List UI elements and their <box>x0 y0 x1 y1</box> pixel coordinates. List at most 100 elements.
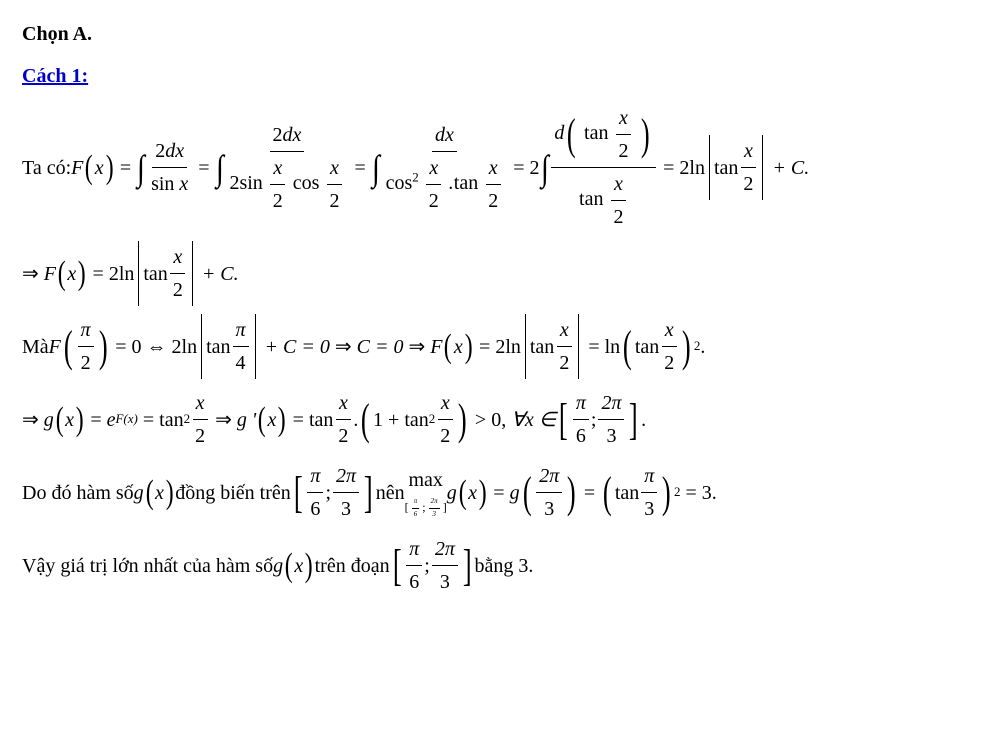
func-F: F <box>49 331 61 363</box>
num-2: 2 <box>530 152 540 184</box>
two-pi: 2π <box>333 460 359 493</box>
eq-sign: = <box>588 331 599 363</box>
var-x: x <box>267 404 276 436</box>
num-x: x <box>438 387 453 420</box>
semi: ; <box>422 500 425 514</box>
text-bang3: bằng 3. <box>475 550 534 582</box>
den-6: 6 <box>406 566 422 598</box>
pi: π <box>641 460 657 493</box>
tan: tan <box>714 152 738 184</box>
den-6: 6 <box>573 420 589 452</box>
text-vay: Vậy giá trị lớn nhất của hàm số <box>22 550 273 582</box>
sin: sin <box>151 173 174 195</box>
two-pi: 2π <box>432 533 458 566</box>
integral-icon: ∫ <box>137 150 145 186</box>
text-dongbien: đồng biến trên <box>175 477 291 509</box>
num-2: 2 <box>495 331 505 363</box>
integral-icon: ∫ <box>216 150 224 186</box>
eq-three: = 3. <box>685 477 716 509</box>
equation-line-4: ⇒ g (x) = eF(x) = tan2 x2 ⇒ g ' (x) = ta… <box>22 387 969 452</box>
tan: tan <box>159 404 183 436</box>
ln: ln <box>505 331 521 363</box>
var-x: x <box>468 477 477 509</box>
equation-line-5: Do đó hàm số g (x) đồng biến trên [ π6 ;… <box>22 460 969 525</box>
two-pi: 2π <box>598 387 624 420</box>
den-3: 3 <box>338 493 354 525</box>
den-3: 3 <box>430 509 438 521</box>
num-x: x <box>170 241 185 274</box>
plus-c: + C. <box>202 258 239 290</box>
den-2: 2 <box>485 185 501 217</box>
eq-sign: = <box>90 404 101 436</box>
num-x: x <box>327 152 342 185</box>
den-2: 2 <box>426 185 442 217</box>
implies-icon: ⇒ <box>215 404 232 436</box>
sin: sin <box>239 172 262 194</box>
num-x: x <box>557 314 572 347</box>
den-3: 3 <box>603 420 619 452</box>
tan: tan <box>635 331 659 363</box>
plus-c: + C. <box>772 152 809 184</box>
g-prime: g ' <box>237 404 256 436</box>
text-trendoan: trên đoạn <box>315 550 390 582</box>
text-dodo: Do đó hàm số <box>22 477 134 509</box>
var-x: x <box>294 550 303 582</box>
exp-Fx: F(x) <box>115 409 137 430</box>
num-2: 2 <box>679 152 689 184</box>
ln: ln <box>119 258 135 290</box>
plus-c-eq: + C = 0 <box>265 331 330 363</box>
eq-sign: = <box>293 404 304 436</box>
num-x: x <box>611 168 626 201</box>
func-g: g <box>447 477 457 509</box>
den-2: 2 <box>437 420 453 452</box>
eq-sign: = <box>120 152 131 184</box>
pi: π <box>78 314 94 347</box>
den-2: 2 <box>610 201 626 233</box>
period: . <box>641 404 646 436</box>
tan: tan <box>454 172 478 194</box>
dot: . <box>353 404 358 436</box>
den-2: 2 <box>615 135 631 167</box>
ln: ln <box>689 152 705 184</box>
pi: π <box>573 387 589 420</box>
den-2: 2 <box>335 420 351 452</box>
var-x: x <box>454 331 463 363</box>
tan: tan <box>579 188 603 210</box>
num-2: 2 <box>109 258 119 290</box>
iff-icon: ⇔ <box>147 331 167 363</box>
num-2: 2 <box>155 140 165 162</box>
sq: 2 <box>412 169 419 184</box>
den-3: 3 <box>541 493 557 525</box>
eq-sign: = <box>584 477 595 509</box>
eq-sign: = <box>479 331 490 363</box>
tan: tan <box>615 477 639 509</box>
implies-icon: ⇒ <box>22 258 39 290</box>
var-x: x <box>67 258 76 290</box>
d-op: d <box>554 122 564 144</box>
func-g: g <box>134 477 144 509</box>
max: max <box>408 464 442 496</box>
den-3: 3 <box>437 566 453 598</box>
num-x: x <box>741 135 756 168</box>
func-g: g <box>44 404 54 436</box>
num-2: 2 <box>273 124 283 146</box>
den-4: 4 <box>233 347 249 379</box>
tan: tan <box>206 331 230 363</box>
dx: dx <box>435 124 454 146</box>
two-pi: 2π <box>536 460 562 493</box>
den-2: 2 <box>661 347 677 379</box>
forall: ∀x ∈ <box>511 404 556 436</box>
var-x: x <box>155 477 164 509</box>
pi: π <box>406 533 422 566</box>
num-x: x <box>616 102 631 135</box>
var-x: x <box>95 152 104 184</box>
den-2: 2 <box>270 185 286 217</box>
func-g: g <box>273 550 283 582</box>
method-heading: Cách 1: <box>22 60 969 92</box>
cos: cos <box>386 172 413 194</box>
plus: + <box>388 404 399 436</box>
pi: π <box>233 314 249 347</box>
two-pi: 2π <box>429 496 440 509</box>
den-2: 2 <box>78 347 94 379</box>
den-2: 2 <box>192 420 208 452</box>
